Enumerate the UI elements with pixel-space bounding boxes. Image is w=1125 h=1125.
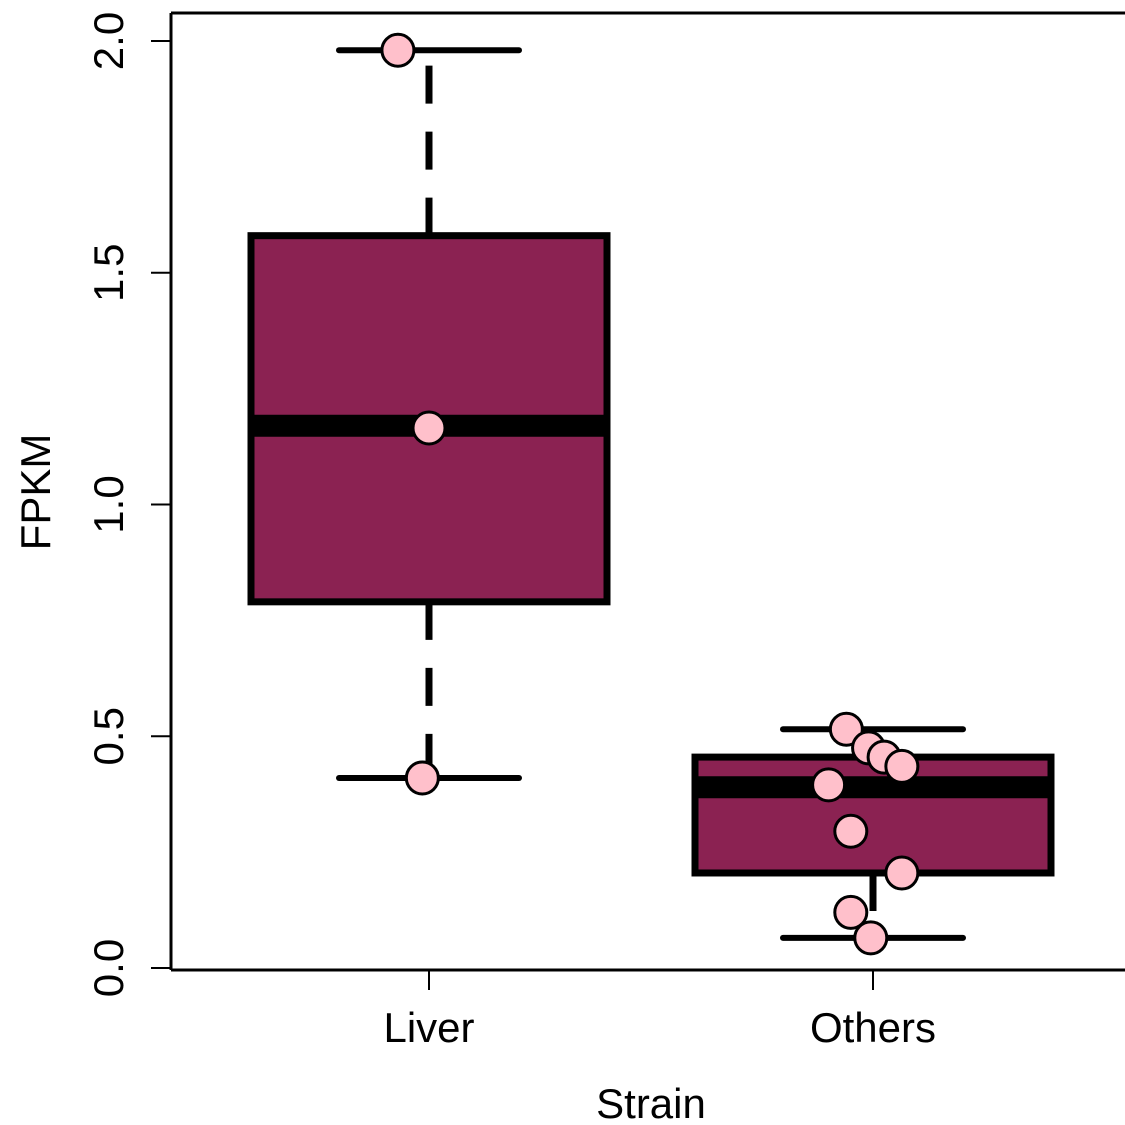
- plot-area: [247, 32, 1055, 956]
- data-point-liver: [411, 410, 447, 446]
- x-tick-label: Liver: [383, 1004, 474, 1051]
- y-tick-label: 0.0: [85, 939, 132, 997]
- y-tick-label: 1.5: [85, 244, 132, 302]
- data-point-others: [853, 920, 889, 956]
- data-point-liver: [404, 760, 440, 796]
- x-axis-title: Strain: [596, 1080, 706, 1125]
- data-point-others: [811, 767, 847, 803]
- y-tick-label: 2.0: [85, 12, 132, 70]
- y-axis-title: FPKM: [12, 434, 59, 551]
- x-tick-label: Others: [810, 1004, 936, 1051]
- data-point-others: [884, 855, 920, 891]
- y-tick-label: 0.5: [85, 707, 132, 765]
- box-others-body: [691, 753, 1055, 877]
- data-point-others: [833, 894, 869, 930]
- data-point-others: [828, 711, 864, 747]
- y-tick-label: 1.0: [85, 475, 132, 533]
- data-point-others: [833, 813, 869, 849]
- data-point-liver: [380, 32, 416, 68]
- data-point-others: [884, 748, 920, 784]
- axes: 0.0 0.5 1.0 1.5 2.0 Liver Others: [85, 11, 1125, 1051]
